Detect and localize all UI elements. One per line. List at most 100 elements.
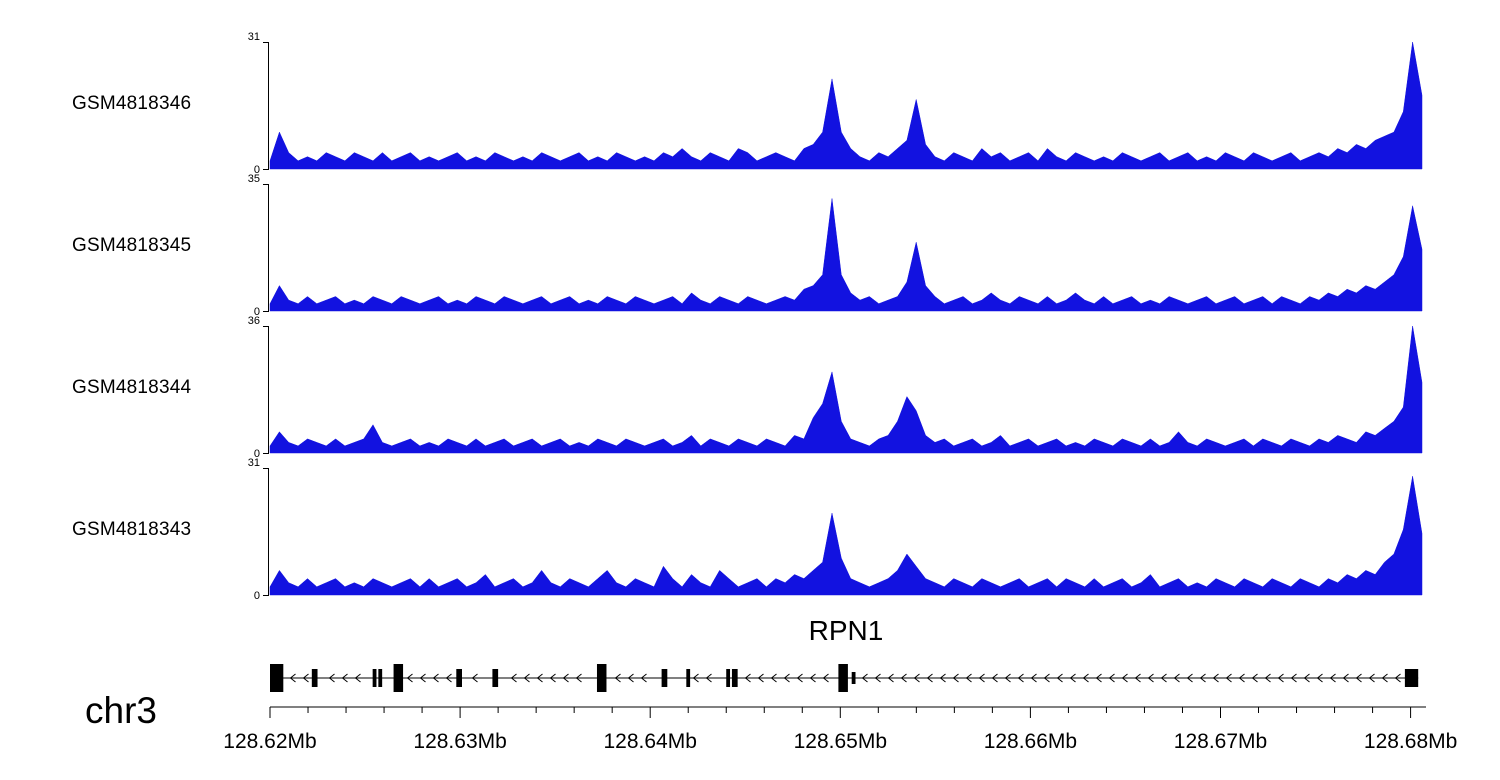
strand-arrow-icon xyxy=(1264,673,1271,683)
axis-tick-label: 128.68Mb xyxy=(1364,730,1457,753)
strand-arrow-icon xyxy=(523,673,530,683)
exon-box xyxy=(838,664,848,692)
axis-tick-label: 128.63Mb xyxy=(413,730,506,753)
strand-arrow-icon xyxy=(627,673,634,683)
strand-arrow-icon xyxy=(289,673,296,683)
strand-arrow-icon xyxy=(1147,673,1154,683)
coverage-track-row: GSM4818346 31 0 xyxy=(0,31,1500,176)
y-axis-zero-label: 0 xyxy=(253,590,260,602)
coverage-area xyxy=(269,476,1423,596)
strand-arrow-icon xyxy=(913,673,920,683)
strand-arrow-icon xyxy=(796,673,803,683)
strand-arrow-icon xyxy=(1069,673,1076,683)
y-axis-tick-top xyxy=(263,42,268,43)
strand-arrow-icon xyxy=(1186,673,1193,683)
strand-arrow-icon xyxy=(1329,673,1336,683)
strand-arrow-icon xyxy=(809,673,816,683)
y-axis-zero-label: 0 xyxy=(253,164,260,176)
exon-box xyxy=(731,669,738,687)
genome-axis: 128.62Mb 128.63Mb 128.64Mb 128.65Mb 128.66Mb… xyxy=(223,706,1457,753)
strand-arrow-icon xyxy=(692,673,699,683)
strand-arrow-icon xyxy=(1121,673,1128,683)
strand-arrow-icon xyxy=(1173,673,1180,683)
axis-tick-label: 128.62Mb xyxy=(223,730,316,753)
strand-arrow-icon xyxy=(1225,673,1232,683)
strand-arrow-icon xyxy=(549,673,556,683)
strand-arrow-icon xyxy=(1355,673,1362,683)
track-label: GSM4818344 xyxy=(72,377,192,398)
gene-name: RPN1 xyxy=(808,615,884,646)
exon-box xyxy=(372,669,377,687)
coverage-area xyxy=(269,198,1423,312)
strand-arrow-icon xyxy=(536,673,543,683)
strand-arrow-icon xyxy=(783,673,790,683)
y-axis-line xyxy=(268,326,269,454)
coverage-area xyxy=(269,325,1423,454)
strand-arrow-icon xyxy=(1368,673,1375,683)
coverage-signal xyxy=(269,476,1423,596)
strand-arrow-icon xyxy=(302,673,309,683)
strand-arrow-icon xyxy=(991,673,998,683)
strand-arrow-icon xyxy=(406,673,413,683)
coverage-signal xyxy=(269,41,1423,170)
strand-arrow-icon xyxy=(1108,673,1115,683)
strand-arrow-icon xyxy=(822,673,829,683)
strand-arrow-icon xyxy=(952,673,959,683)
exon-box xyxy=(596,664,607,692)
strand-arrow-icon xyxy=(757,673,764,683)
track-label: GSM4818346 xyxy=(72,93,192,114)
y-axis-tick-top xyxy=(263,468,268,469)
y-axis-tick-bottom xyxy=(263,595,268,596)
chromosome-label: chr3 xyxy=(85,690,157,731)
strand-arrow-icon xyxy=(1199,673,1206,683)
y-axis-zero-label: 0 xyxy=(253,306,260,318)
strand-arrow-icon xyxy=(341,673,348,683)
axis-tick-label: 128.67Mb xyxy=(1174,730,1267,753)
strand-arrow-icon xyxy=(874,673,881,683)
strand-arrow-icon xyxy=(1238,673,1245,683)
y-axis-tick-bottom xyxy=(263,311,268,312)
strand-arrow-icon xyxy=(1277,673,1284,683)
gene-model xyxy=(270,664,1419,692)
coverage-track-row: GSM4818343 31 0 xyxy=(0,457,1500,602)
strand-arrow-icon xyxy=(1030,673,1037,683)
exon-box xyxy=(311,669,318,687)
strand-arrow-icon xyxy=(926,673,933,683)
strand-arrow-icon xyxy=(1394,673,1401,683)
strand-arrow-icon xyxy=(1082,673,1089,683)
exon-box xyxy=(686,669,691,687)
strand-arrow-icon xyxy=(1212,673,1219,683)
strand-arrow-icon xyxy=(510,673,517,683)
coverage-track-row: GSM4818345 35 0 xyxy=(0,173,1500,318)
coverage-area xyxy=(269,41,1423,170)
exon-box xyxy=(456,669,462,687)
axis-tick-label: 128.65Mb xyxy=(794,730,887,753)
strand-arrow-icon xyxy=(614,673,621,683)
exon-box xyxy=(492,669,499,687)
exon-box xyxy=(393,664,404,692)
axis-tick-label: 128.64Mb xyxy=(603,730,696,753)
strand-arrow-icon xyxy=(1251,673,1258,683)
track-label: GSM4818343 xyxy=(72,519,192,540)
strand-arrow-icon xyxy=(1160,673,1167,683)
coverage-signal xyxy=(269,325,1423,454)
strand-arrow-icon xyxy=(432,673,439,683)
axis-tick-label: 128.66Mb xyxy=(984,730,1077,753)
strand-arrow-icon xyxy=(1134,673,1141,683)
strand-arrow-icon xyxy=(861,673,868,683)
strand-arrow-icon xyxy=(939,673,946,683)
strand-arrow-icon xyxy=(1381,673,1388,683)
strand-arrow-icon xyxy=(562,673,569,683)
exon-box xyxy=(1404,669,1419,687)
strand-arrow-icon xyxy=(965,673,972,683)
strand-arrow-icon xyxy=(328,673,335,683)
y-axis-max-label: 35 xyxy=(247,173,260,185)
strand-arrow-icon xyxy=(1043,673,1050,683)
exon-box xyxy=(661,669,668,687)
strand-arrow-icon xyxy=(1017,673,1024,683)
strand-arrow-icon xyxy=(471,673,478,683)
exon-box xyxy=(726,669,731,687)
strand-arrow-icon xyxy=(978,673,985,683)
y-axis-line xyxy=(268,468,269,596)
